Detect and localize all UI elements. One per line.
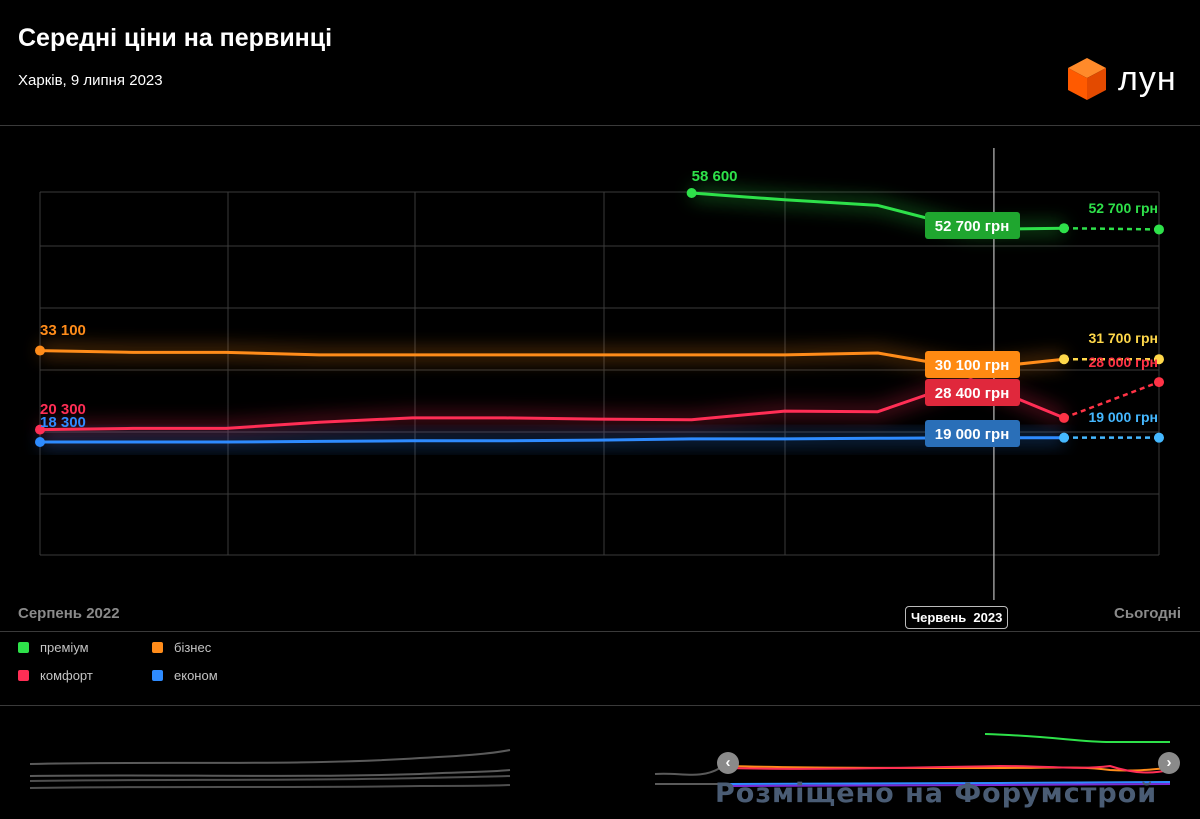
navigator-minimap[interactable]: [0, 706, 1200, 819]
series-line-3: [40, 436, 1064, 444]
series-tooltips: 52 700 грн 30 100 грн 28 400 грн 19 000 грн: [925, 212, 1020, 447]
navigator-left-button[interactable]: ‹: [717, 752, 739, 774]
series-line-1: [39, 349, 1065, 371]
series-point: [1059, 432, 1069, 443]
legend-item-comfort[interactable]: комфорт: [18, 668, 152, 683]
tooltip-box: [925, 379, 1020, 406]
chart-title: Середні ціни на первинці: [18, 24, 333, 52]
series-point: [1059, 412, 1069, 423]
legend-item-economy[interactable]: економ: [152, 668, 272, 683]
series-labels: 58 600 52 700 грн 33 100 31 700 грн 20 300 28…: [40, 168, 1158, 431]
tooltip-box: [925, 212, 1020, 239]
tooltip-text: 19 000 грн: [935, 426, 1010, 443]
tooltip-box: [925, 351, 1020, 378]
x-axis-end-label: Сьогодні: [1114, 605, 1181, 622]
series-point: [35, 424, 45, 435]
series-point: [1154, 432, 1164, 443]
series-forecast-dashed-0: [1063, 226, 1160, 231]
series-tooltip: 52 700 грн: [925, 212, 1020, 239]
series-end-label: 52 700 грн: [1088, 200, 1158, 216]
legend-swatch: [152, 670, 163, 681]
tooltip-text: 52 700 грн: [935, 218, 1010, 235]
series-tooltip: 30 100 грн: [925, 351, 1020, 378]
legend-label: бізнес: [174, 640, 212, 655]
tooltip-box: [925, 420, 1020, 447]
axis-divider: [0, 631, 1200, 632]
legend-label: преміум: [40, 640, 89, 655]
tooltip-text: 30 100 грн: [935, 357, 1010, 374]
legend-item-premium[interactable]: преміум: [18, 640, 152, 655]
series-end-label: 31 700 грн: [1088, 330, 1158, 346]
navigator-divider: [0, 705, 1200, 706]
line-chart[interactable]: 58 600 52 700 грн 33 100 31 700 грн 20 300 28…: [0, 128, 1200, 608]
legend: преміум бізнес комфорт економ: [18, 640, 278, 683]
header-divider: [0, 125, 1200, 126]
series-forecast-dashed-2: [1063, 380, 1160, 420]
chart-subtitle: Харків, 9 липня 2023: [18, 72, 163, 89]
series-point: [686, 188, 697, 198]
legend-item-business[interactable]: бізнес: [152, 640, 272, 655]
series-start-label: 20 300: [40, 401, 86, 418]
series-start-label: 33 100: [40, 322, 86, 339]
series-tooltip: 28 400 грн: [925, 379, 1020, 406]
legend-swatch: [152, 642, 163, 653]
navigator-right-button[interactable]: ›: [1158, 752, 1180, 774]
series-start-label: 18 300: [40, 414, 86, 431]
tooltip-text: 28 400 грн: [935, 385, 1010, 402]
series-end-label: 19 000 грн: [1088, 409, 1158, 425]
lun-logo[interactable]: лун: [1066, 56, 1177, 102]
legend-label: економ: [174, 668, 218, 683]
legend-swatch: [18, 642, 29, 653]
series-glow-2: [39, 373, 1067, 436]
series-point: [1154, 354, 1164, 365]
cursor-date-label: Червень 2023: [905, 606, 1009, 629]
series-point: [35, 437, 45, 447]
series-point: [1059, 223, 1069, 234]
series-point: [1059, 354, 1069, 365]
legend-label: комфорт: [40, 668, 93, 683]
series-end-label: 28 000 грн: [1088, 354, 1158, 370]
series-point: [35, 345, 45, 356]
cube-logo-icon: [1068, 58, 1106, 100]
series-tooltip: 19 000 грн: [925, 420, 1020, 447]
series-line-2: [39, 378, 1065, 432]
x-axis-start-label: Серпень 2022: [18, 605, 120, 622]
series-glow: [39, 187, 1067, 448]
watermark: Розміщено на Форумстрой: [715, 778, 1158, 809]
series-point: [1154, 224, 1164, 235]
series-point: [1154, 377, 1164, 388]
logo-text: лун: [1118, 59, 1177, 98]
legend-swatch: [18, 670, 29, 681]
series-start-label: 58 600: [692, 168, 738, 185]
